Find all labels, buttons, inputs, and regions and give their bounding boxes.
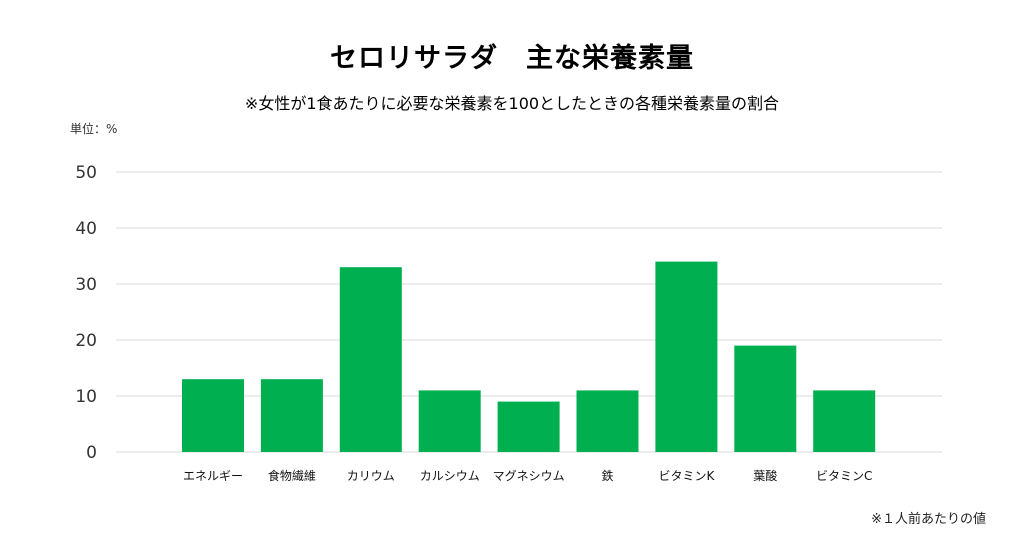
x-tick-label: カルシウム	[420, 469, 480, 483]
y-tick-label: 20	[75, 331, 97, 351]
y-tick-label: 30	[75, 275, 97, 295]
y-tick-label: 50	[75, 163, 97, 183]
y-axis-ticks: 0 10 20 30 40 50	[75, 163, 97, 463]
y-tick-label: 40	[75, 219, 97, 239]
y-tick-label: 0	[86, 443, 97, 463]
x-tick-label: 葉酸	[753, 468, 777, 483]
chart-subtitle: ※女性が1食あたりに必要な栄養素を100としたときの各種栄養素量の割合	[244, 94, 780, 113]
bar	[339, 267, 402, 452]
x-tick-label: ビタミンK	[658, 469, 715, 483]
x-tick-label: 食物繊維	[268, 468, 316, 483]
chart-title: セロリサラダ 主な栄養素量	[330, 43, 694, 74]
x-tick-label: カリウム	[347, 469, 395, 483]
bar	[260, 379, 323, 452]
bar	[182, 379, 244, 452]
x-axis-labels: エネルギー 食物繊維 カリウム カルシウム マグネシウム 鉄 ビタミンK 葉酸 ビタミンC	[183, 468, 872, 483]
x-tick-label: ビタミンC	[816, 469, 872, 483]
bar	[418, 390, 481, 452]
x-tick-label: 鉄	[601, 468, 613, 483]
bar	[813, 390, 876, 452]
bar	[655, 261, 718, 452]
bars	[182, 261, 876, 452]
bar	[576, 390, 639, 452]
gridlines	[116, 171, 942, 453]
bar	[497, 401, 560, 452]
footnote: ※１人前あたりの値	[871, 512, 986, 527]
x-tick-label: エネルギー	[183, 469, 243, 483]
x-tick-label: マグネシウム	[493, 469, 565, 483]
bar	[734, 345, 797, 452]
y-tick-label: 10	[75, 387, 97, 407]
unit-label: 単位：%	[70, 122, 118, 136]
